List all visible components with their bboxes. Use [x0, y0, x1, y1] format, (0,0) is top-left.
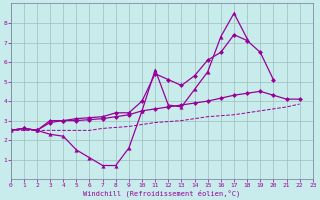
X-axis label: Windchill (Refroidissement éolien,°C): Windchill (Refroidissement éolien,°C) — [83, 189, 240, 197]
